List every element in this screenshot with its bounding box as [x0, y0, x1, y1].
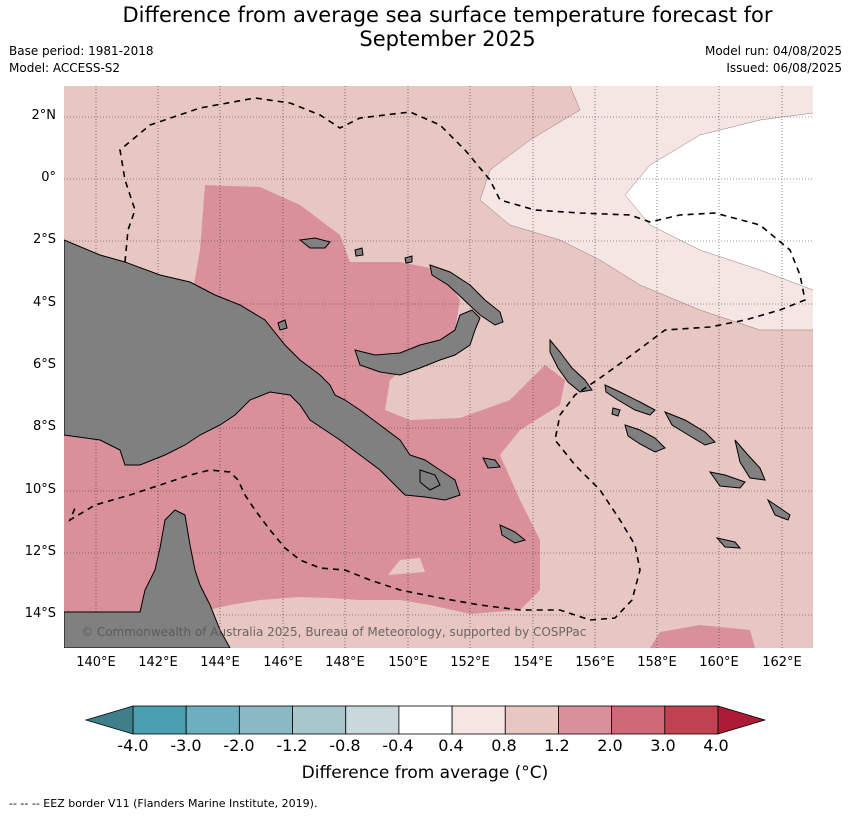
lon-label: 156°E: [575, 655, 615, 670]
lat-label: 6°S: [32, 357, 56, 372]
colorbar-segment: [132, 705, 187, 735]
colorbar-segment: [504, 705, 559, 735]
lon-label: 160°E: [699, 655, 739, 670]
colorbar-segment: [292, 705, 347, 735]
solomon-east: [708, 471, 746, 489]
colorbar-under-arrow: [84, 705, 134, 735]
new-britain: [354, 309, 481, 376]
lon-label: 148°E: [325, 655, 365, 670]
land: [64, 237, 791, 648]
colorbar-tick-label: -3.0: [170, 736, 202, 755]
map-area: [64, 86, 813, 648]
copyright-notice: © Commonwealth of Australia 2025, Bureau…: [81, 625, 587, 639]
meta-left: Base period: 1981-2018 Model: ACCESS-S2: [9, 43, 154, 77]
lon-label: 152°E: [450, 655, 490, 670]
colorbar-title: Difference from average (°C): [301, 763, 549, 783]
colorbar: [84, 705, 767, 735]
colorbar-tick-label: 4.0: [703, 736, 729, 755]
rennell: [715, 537, 742, 549]
title-line-1: Difference from average sea surface temp…: [122, 3, 773, 27]
meta-right: Model run: 04/08/2025 Issued: 06/08/2025: [705, 43, 842, 77]
dentrecasteaux: [419, 469, 441, 491]
colorbar-segment: [664, 705, 719, 735]
issued-date: Issued: 06/08/2025: [726, 61, 842, 75]
model-name: Model: ACCESS-S2: [9, 61, 121, 75]
lat-label: 12°S: [24, 544, 56, 559]
lat-label: 2°N: [31, 108, 57, 123]
louisiade: [499, 524, 527, 544]
contour-lines: [479, 86, 813, 331]
lat-label: 10°S: [24, 482, 56, 497]
australia-cape-york: [64, 509, 231, 648]
colorbar-segment: [238, 705, 293, 735]
lat-label: 14°S: [24, 606, 56, 621]
lat-label: 2°S: [32, 232, 56, 247]
colorbar-tick-label: -0.8: [329, 736, 361, 755]
colorbar-tick-label: -0.4: [382, 736, 414, 755]
solomon-malaita: [663, 411, 716, 446]
colorbar-tick-label: 0.8: [491, 736, 517, 755]
solomon-guadalcanal: [624, 424, 666, 453]
manus-island: [298, 237, 331, 249]
model-run: Model run: 04/08/2025: [704, 44, 842, 58]
colorbar-segments: [132, 705, 719, 735]
colorbar-tick-label: -1.2: [276, 736, 308, 755]
bougainville: [549, 338, 593, 393]
small-island-4: [611, 407, 621, 417]
new-ireland: [429, 264, 504, 326]
lat-label: 8°S: [32, 419, 56, 434]
small-island-3: [404, 255, 413, 264]
lon-label: 150°E: [388, 655, 428, 670]
colorbar-segment: [451, 705, 506, 735]
lat-label: 4°S: [32, 295, 56, 310]
sst-region-hole: [388, 558, 425, 575]
lon-label: 142°E: [138, 655, 178, 670]
base-period: Base period: 1981-2018: [9, 44, 154, 58]
vanuatu-north: [766, 498, 791, 521]
solomon-isabel: [604, 384, 656, 416]
footer-legend: -- -- -- EEZ border V11 (Flanders Marine…: [9, 797, 318, 810]
colorbar-tick-label: 2.0: [597, 736, 623, 755]
lon-label: 144°E: [200, 655, 240, 670]
eez-border: [68, 97, 806, 621]
small-island-2: [354, 247, 364, 257]
lon-label: 154°E: [513, 655, 553, 670]
lon-label: 162°E: [762, 655, 802, 670]
lat-label: 0°: [41, 170, 56, 185]
sst-region-neutral: [625, 113, 813, 290]
lon-label: 158°E: [637, 655, 677, 670]
lon-label: 146°E: [263, 655, 303, 670]
colorbar-tick-label: -4.0: [117, 736, 149, 755]
colorbar-segment: [558, 705, 613, 735]
colorbar-segment: [345, 705, 400, 735]
chart-title: Difference from average sea surface temp…: [0, 3, 850, 51]
sst-region-high-se: [650, 625, 755, 648]
lon-label: 140°E: [76, 655, 116, 670]
title-line-2: September 2025: [359, 27, 536, 51]
colorbar-segment: [611, 705, 666, 735]
new-guinea: [64, 239, 461, 501]
colorbar-tick-label: 3.0: [650, 736, 676, 755]
colorbar-segment: [185, 705, 240, 735]
colorbar-tick-label: 1.2: [544, 736, 570, 755]
colorbar-segment: [398, 705, 453, 735]
colorbar-tick-label: 0.4: [438, 736, 464, 755]
colorbar-tick-label: -2.0: [223, 736, 255, 755]
woodlark: [482, 457, 501, 469]
solomon-makira: [734, 439, 766, 481]
small-island-1: [277, 319, 288, 331]
graticule: [64, 86, 813, 648]
colorbar-over-arrow: [717, 705, 767, 735]
